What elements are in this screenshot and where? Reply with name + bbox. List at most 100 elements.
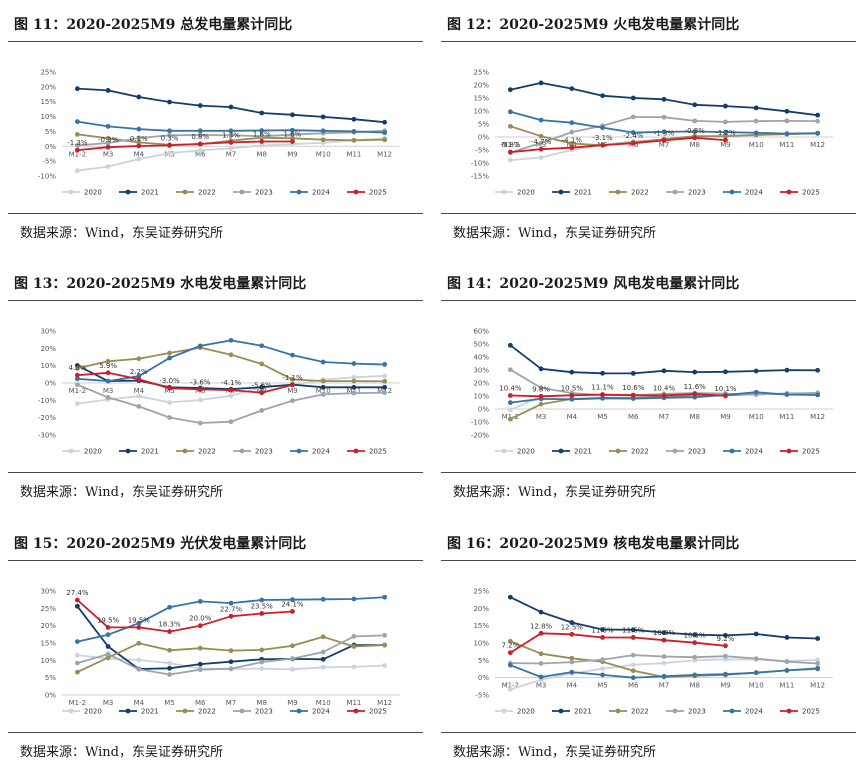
- series-line-2025: [77, 140, 293, 151]
- x-tick-label: M8: [689, 682, 700, 690]
- y-tick-label: -20%: [38, 414, 56, 422]
- data-point-2021: [723, 103, 728, 109]
- y-tick-label: 20%: [473, 380, 489, 388]
- chart-title: 图 15：2020-2025M9 光伏发电量累计同比: [14, 536, 307, 552]
- data-point-2024: [784, 392, 790, 397]
- data-point-2023: [753, 118, 759, 124]
- data-point-2025: [197, 141, 203, 147]
- data-point-2024: [320, 128, 326, 134]
- data-point-2020: [290, 666, 295, 672]
- data-point-2023: [661, 114, 667, 120]
- source-rule: [8, 732, 423, 733]
- data-point-2025: [290, 609, 295, 614]
- y-tick-label: -10%: [471, 419, 489, 427]
- data-point-2023: [290, 132, 295, 138]
- y-tick-label: -5%: [42, 158, 56, 166]
- y-tick-label: 15%: [40, 640, 56, 648]
- data-point-2023: [692, 118, 698, 124]
- data-point-2020: [74, 168, 80, 174]
- y-tick-label: 15%: [40, 98, 56, 106]
- data-point-2020: [167, 660, 172, 666]
- legend-marker-2025: [786, 448, 792, 454]
- title-rule: [8, 41, 423, 42]
- data-label: -1.2%: [715, 129, 736, 137]
- data-point-2023: [600, 657, 605, 663]
- data-point-2024: [661, 673, 667, 679]
- legend-marker-2022: [615, 708, 621, 714]
- data-point-2021: [753, 631, 759, 637]
- source-name: Wind，东吴证券研究所: [518, 745, 657, 760]
- data-point-2024: [197, 128, 203, 134]
- x-tick-label: M3: [103, 699, 114, 707]
- x-tick-label: M11: [779, 413, 794, 421]
- source-note: 数据来源：Wind，东吴证券研究所: [20, 741, 223, 760]
- x-tick-label: M10: [749, 682, 764, 690]
- data-label: -0.3%: [98, 136, 119, 144]
- data-point-2021: [692, 369, 698, 375]
- legend-label: 2021: [574, 189, 592, 197]
- data-point-2022: [538, 401, 544, 407]
- data-point-2021: [600, 627, 605, 632]
- data-point-2025: [136, 376, 142, 382]
- data-point-2025: [630, 635, 636, 640]
- chart-title: 图 12：2020-2025M9 火电发电量累计同比: [447, 17, 740, 33]
- source-note: 数据来源：Wind，东吴证券研究所: [453, 481, 656, 500]
- x-tick-label: M5: [164, 387, 175, 395]
- y-tick-label: -10%: [38, 173, 56, 181]
- data-point-2020: [228, 145, 234, 151]
- source-note: 数据来源：Wind，东吴证券研究所: [20, 481, 223, 500]
- y-tick-label: -20%: [471, 432, 489, 440]
- data-label: -4.1%: [562, 137, 583, 145]
- y-tick-label: -10%: [38, 397, 56, 405]
- data-point-2024: [197, 343, 203, 349]
- data-label: 10.8%: [653, 629, 676, 637]
- data-point-2021: [692, 632, 698, 638]
- legend-marker-2023: [239, 189, 245, 195]
- legend-label: 2024: [312, 708, 330, 716]
- data-point-2024: [382, 362, 388, 367]
- data-point-2025: [723, 393, 728, 399]
- data-point-2025: [105, 144, 111, 150]
- legend-label: 2020: [84, 189, 102, 197]
- data-point-2023: [507, 367, 513, 373]
- data-label: 22.7%: [220, 605, 243, 613]
- source-prefix: 数据来源：: [453, 485, 519, 500]
- data-point-2021: [784, 635, 790, 640]
- x-tick-label: M3: [536, 413, 547, 421]
- legend-label: 2021: [574, 448, 592, 456]
- x-tick-label: M11: [346, 699, 361, 707]
- legend-label: 2020: [517, 708, 535, 716]
- data-point-2021: [382, 384, 388, 390]
- chart-panel-solar: 图 15：2020-2025M9 光伏发电量累计同比 0% 5% 10% 15% 20%…: [0, 519, 433, 778]
- legend-label: 2024: [745, 189, 763, 197]
- data-point-2021: [661, 368, 667, 374]
- source-prefix: 数据来源：: [453, 226, 519, 241]
- data-point-2022: [74, 365, 80, 371]
- data-point-2024: [630, 675, 636, 681]
- legend-marker-2020: [501, 708, 507, 714]
- data-label: 2.2%: [130, 368, 148, 376]
- data-point-2023: [538, 385, 544, 391]
- legend-marker-2022: [615, 448, 621, 454]
- data-point-2024: [753, 130, 759, 136]
- legend-marker-2020: [68, 189, 74, 195]
- data-point-2025: [661, 393, 667, 398]
- data-point-2025: [105, 625, 111, 630]
- data-point-2022: [136, 356, 142, 362]
- data-point-2023: [259, 133, 265, 139]
- y-tick-label: 20%: [40, 83, 56, 91]
- data-label: 0.8%: [191, 133, 209, 141]
- data-point-2022: [723, 133, 728, 139]
- data-point-2020: [600, 666, 605, 672]
- data-point-2024: [228, 600, 234, 606]
- legend-marker-2023: [672, 708, 678, 714]
- data-point-2020: [197, 397, 203, 403]
- data-point-2025: [661, 637, 667, 643]
- data-point-2024: [259, 343, 265, 349]
- legend-marker-2021: [125, 708, 131, 714]
- x-tick-label: M12: [377, 150, 392, 158]
- legend-label: 2024: [745, 708, 763, 716]
- data-label: -3.1%: [592, 134, 613, 142]
- data-point-2021: [197, 103, 203, 108]
- data-point-2025: [228, 140, 234, 145]
